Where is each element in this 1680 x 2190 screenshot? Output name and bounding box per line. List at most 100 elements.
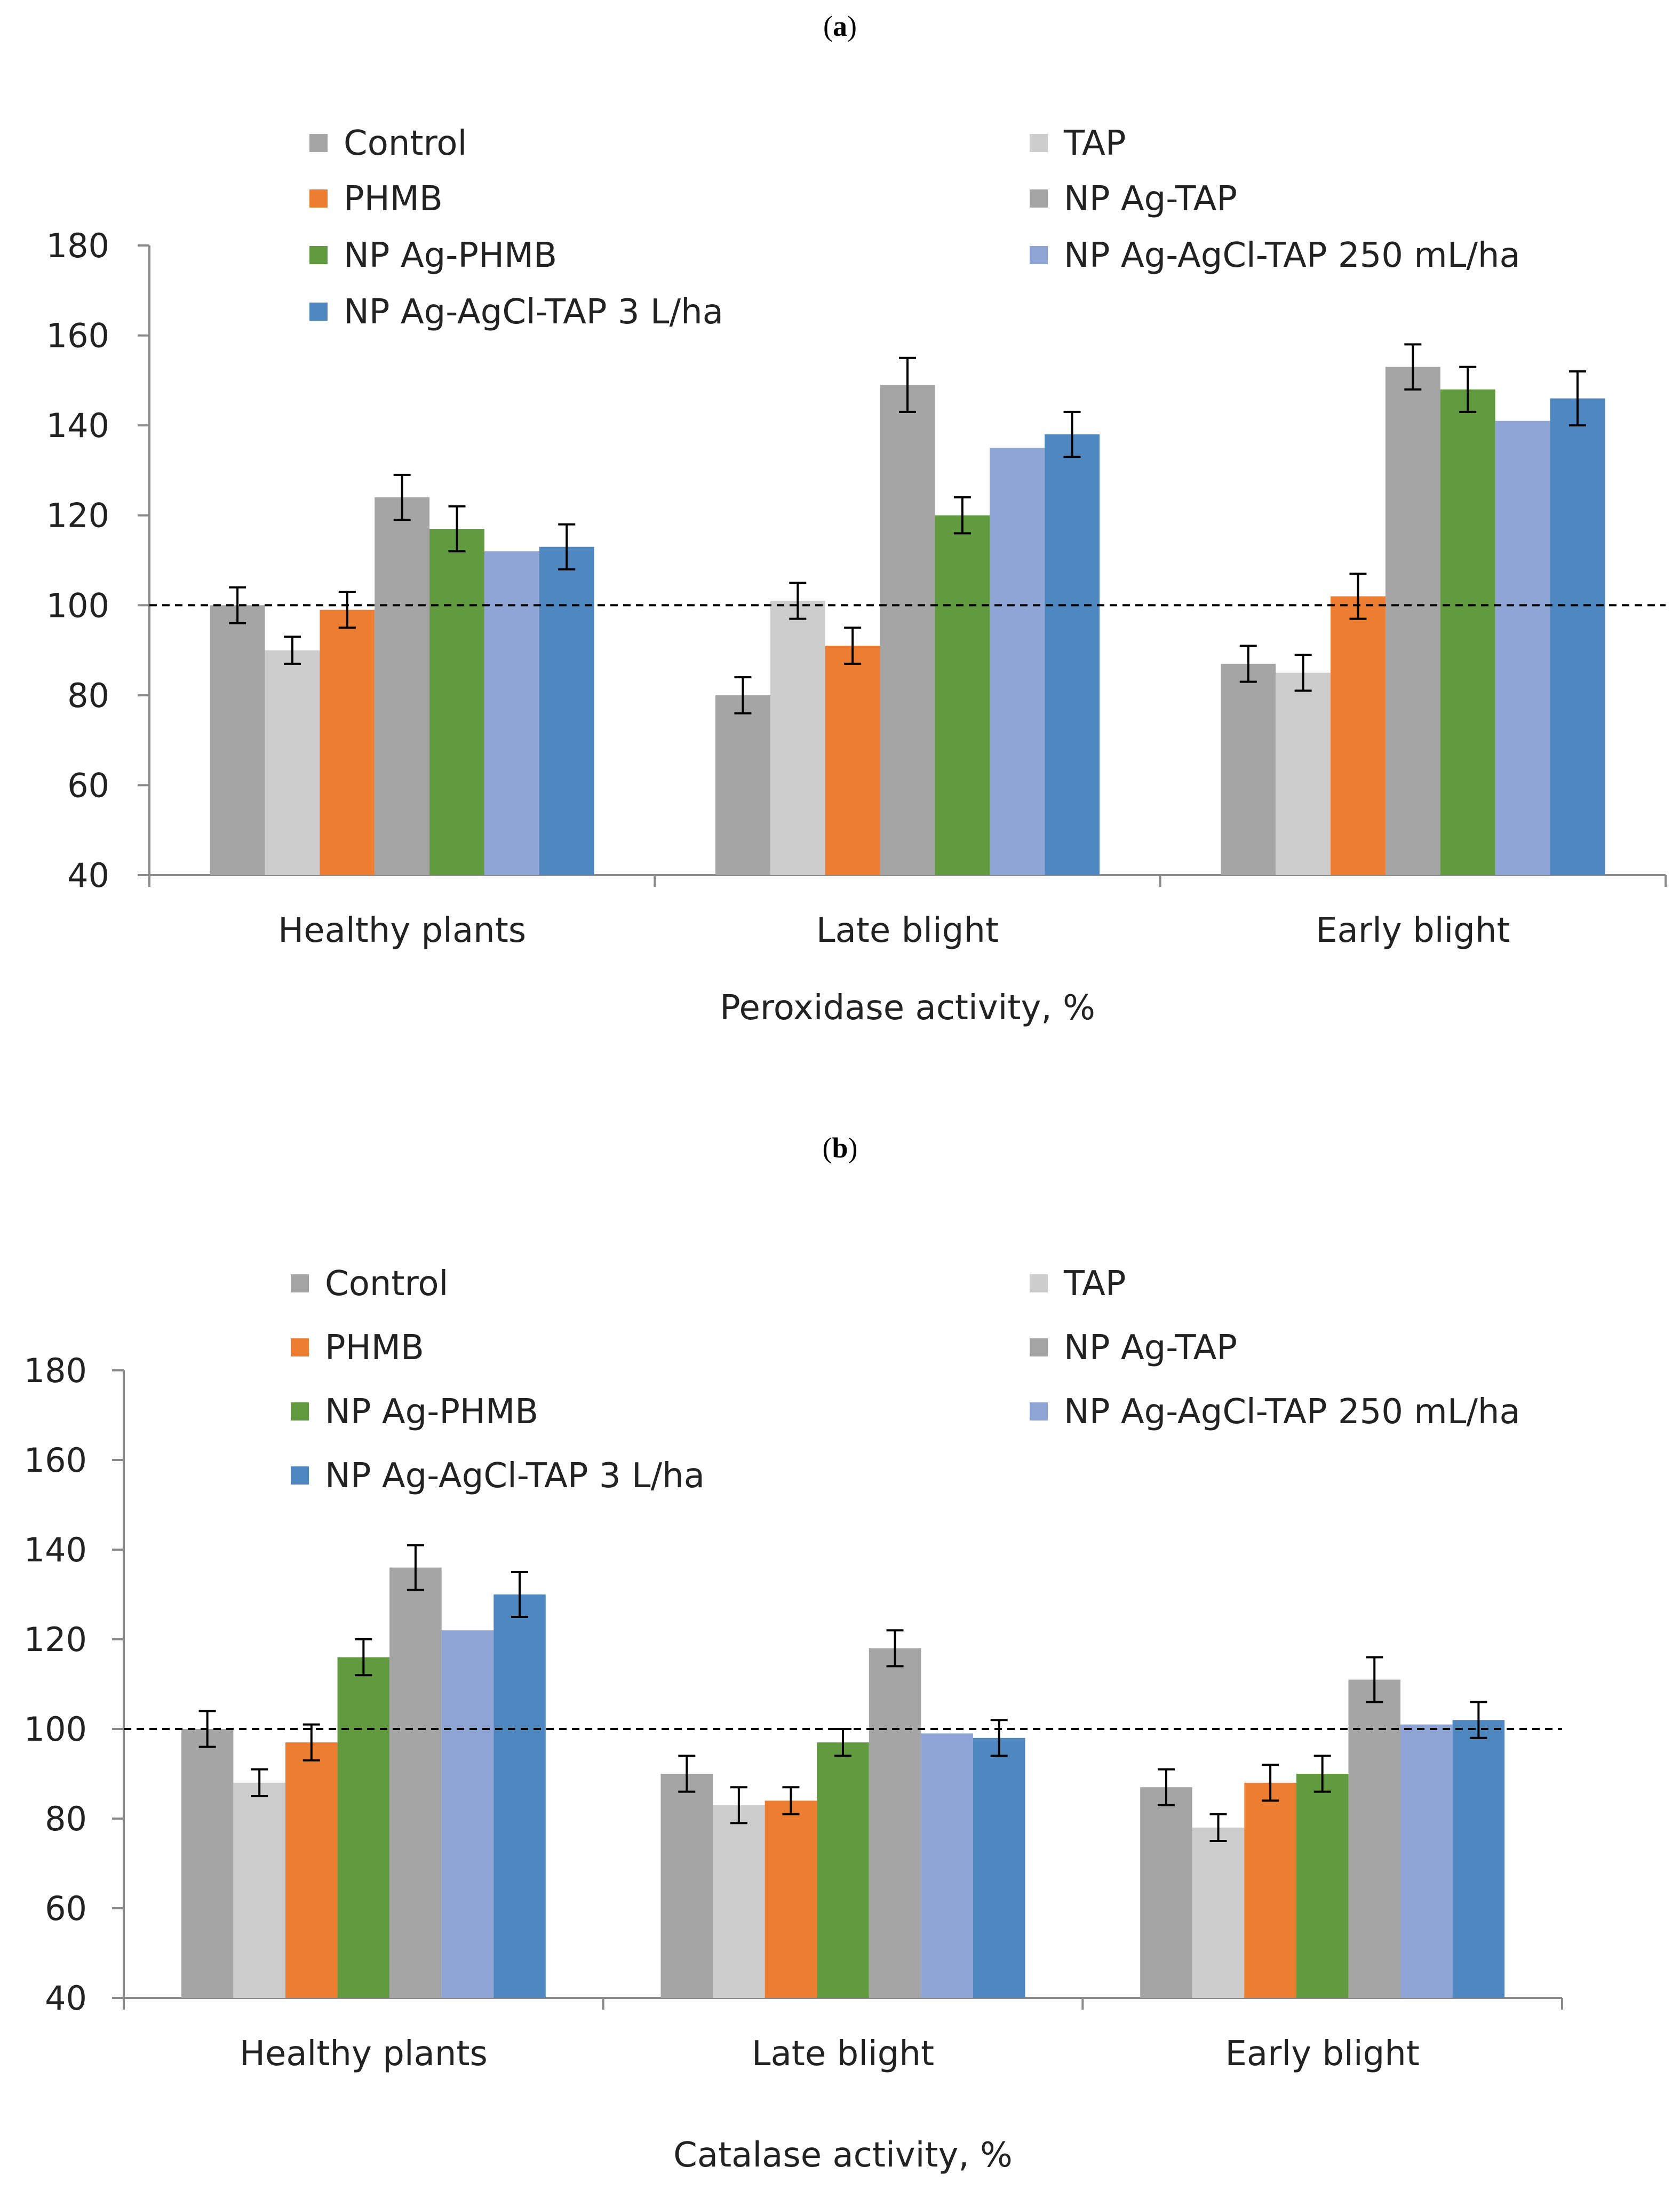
error-bar [511, 1571, 529, 1618]
legend-swatch [291, 1402, 309, 1421]
bar-phmb [320, 609, 375, 875]
bar-tap [1276, 672, 1331, 875]
error-bar [558, 523, 576, 570]
error-bar [886, 1629, 904, 1668]
bar-tap [265, 650, 320, 875]
error-bar [1404, 343, 1422, 391]
y-tick-label: 80 [67, 676, 109, 715]
legend-item: NP Ag-PHMB [291, 1392, 538, 1432]
legend-swatch [309, 246, 328, 264]
legend-swatch [291, 1274, 309, 1292]
y-tick-label: 180 [46, 226, 109, 265]
error-bar [953, 496, 971, 535]
bar-np-ag-agcl-tap-250-ml-ha [990, 448, 1045, 875]
error-bar [1063, 410, 1081, 458]
bar-control [1140, 1787, 1192, 1998]
error-bar [302, 1723, 320, 1761]
bar-tap [770, 600, 825, 875]
error-bar [1313, 1755, 1331, 1793]
error-bar [834, 1728, 851, 1757]
error-bar [198, 1710, 216, 1748]
bar-np-ag-phmb [817, 1742, 869, 1998]
x-category-label: Early blight [1225, 2034, 1419, 2074]
error-bar [899, 356, 916, 413]
bar-np-ag-agcl-tap-3-l-ha [973, 1737, 1025, 1998]
y-tick-label: 160 [46, 316, 109, 355]
bar-np-ag-agcl-tap-3-l-ha [1550, 398, 1605, 875]
legend-label: NP Ag-AgCl-TAP 250 mL/ha [1064, 236, 1520, 275]
error-bar [678, 1755, 696, 1793]
bar-np-ag-agcl-tap-250-ml-ha [921, 1733, 973, 1998]
error-bar [990, 1719, 1008, 1757]
legend-item: Control [291, 1264, 448, 1304]
y-tick-label: 40 [67, 856, 109, 895]
legend-label: NP Ag-AgCl-TAP 3 L/ha [325, 1456, 705, 1496]
error-bar [1568, 370, 1586, 427]
bar-phmb [285, 1742, 338, 1998]
bar-np-ag-agcl-tap-3-l-ha [493, 1594, 546, 1998]
error-bar [1470, 1701, 1487, 1739]
legend-swatch [1030, 1274, 1048, 1292]
bar-control [1221, 663, 1276, 875]
bar-control [660, 1774, 713, 1998]
bar-tap [713, 1805, 765, 1998]
catalase-chart: 40 60 80 100 120 140 160 180 Healthy plants Late … [24, 1264, 1563, 2175]
bar-tap [1192, 1827, 1245, 1998]
y-tick-label: 120 [46, 496, 109, 535]
legend-swatch [1030, 1402, 1048, 1421]
bar-np-ag-agcl-tap-3-l-ha [1452, 1720, 1505, 1998]
error-bar [251, 1768, 268, 1797]
x-axis-title: Catalase activity, % [673, 2136, 1013, 2175]
panel-a-letter: a [833, 10, 847, 42]
legend-swatch [309, 134, 328, 152]
error-bar [338, 591, 356, 629]
legend-label: NP Ag-TAP [1064, 1328, 1237, 1368]
bar-phmb [1244, 1782, 1296, 1998]
x-category-label: Healthy plants [240, 2034, 488, 2074]
legend-item: NP Ag-TAP [1030, 179, 1237, 219]
peroxidase-chart: 40 60 80 100 120 140 160 180 Healthy plants Late … [46, 124, 1667, 1028]
error-bar [1262, 1764, 1279, 1802]
legend-item: PHMB [291, 1328, 424, 1368]
y-tick-label: 60 [67, 766, 109, 805]
panel-b-letter: b [832, 1132, 848, 1164]
x-axis-title: Peroxidase activity, % [720, 988, 1095, 1028]
error-bar [393, 473, 411, 521]
legend-label: PHMB [325, 1328, 424, 1368]
legend-label: Control [325, 1264, 448, 1304]
x-category-label: Late blight [816, 911, 999, 950]
bar-np-ag-agcl-tap-250-ml-ha [441, 1630, 494, 1998]
bar-np-ag-phmb [337, 1657, 390, 1998]
legend-item: NP Ag-PHMB [309, 236, 557, 275]
legend-swatch [291, 1338, 309, 1356]
bar-np-ag-agcl-tap-250-ml-ha [1495, 420, 1550, 875]
bar-np-ag-tap [880, 385, 935, 875]
bar-np-ag-tap [869, 1648, 921, 1998]
error-bar [1459, 366, 1477, 413]
bar-np-ag-phmb [1440, 389, 1495, 875]
bar-control [715, 695, 770, 875]
panel-a-label: (a) [823, 10, 857, 42]
legend-label: NP Ag-AgCl-TAP 250 mL/ha [1064, 1392, 1520, 1432]
panel-b-label: (b) [822, 1132, 858, 1164]
bar-phmb [765, 1800, 817, 1998]
y-tick-label: 120 [24, 1620, 87, 1659]
error-bar [1366, 1656, 1383, 1703]
legend-swatch [1030, 246, 1048, 264]
x-category-label: Early blight [1316, 911, 1510, 950]
y-tick-label: 80 [45, 1799, 87, 1838]
legend-label: NP Ag-PHMB [344, 236, 557, 275]
bar-np-ag-phmb [935, 515, 990, 875]
error-bar [1349, 573, 1367, 620]
legend-label: Control [344, 124, 467, 163]
error-bar [283, 636, 301, 665]
legend-swatch [309, 303, 328, 321]
y-tick-label: 60 [45, 1889, 87, 1928]
bar-control [210, 605, 265, 875]
y-tick-label: 180 [24, 1351, 87, 1390]
y-tick-label: 100 [46, 586, 109, 625]
y-tick-label: 140 [46, 406, 109, 445]
error-bar [229, 586, 246, 624]
bar-np-ag-phmb [1296, 1774, 1349, 1998]
legend-item: Control [309, 124, 467, 163]
